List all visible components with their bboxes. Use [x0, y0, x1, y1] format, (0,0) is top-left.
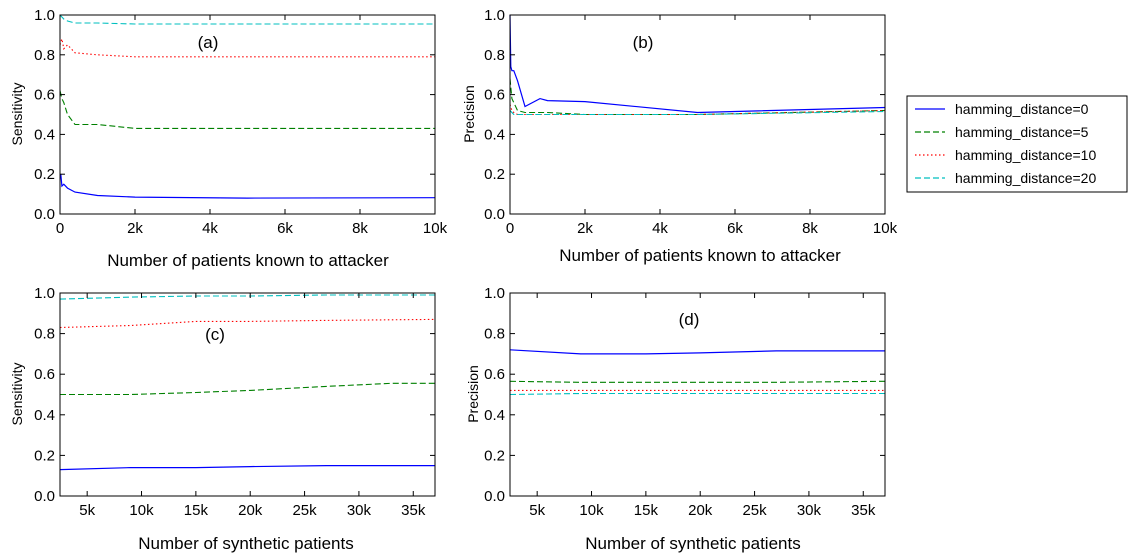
y-tick-label: 0.4 — [34, 407, 55, 424]
legend-entry-label: hamming_distance=5 — [955, 124, 1089, 140]
y-tick-label: 0.4 — [484, 407, 505, 424]
y-tick-label: 0.2 — [484, 447, 505, 464]
x-tick-label: 5k — [79, 502, 95, 519]
y-tick-label: 1.0 — [484, 285, 505, 302]
legend-entry-label: hamming_distance=10 — [955, 147, 1096, 163]
panel-label: (b) — [633, 33, 654, 52]
y-tick-label: 0.6 — [484, 366, 505, 383]
series-line-hamming-distance-5 — [60, 382, 435, 396]
y-tick-label: 0.8 — [484, 326, 505, 343]
x-axis-label: Number of patients known to attacker — [107, 251, 389, 270]
x-tick-label: 30k — [347, 502, 372, 519]
x-axis-label: Number of synthetic patients — [138, 534, 353, 553]
series-line-hamming-distance-10 — [509, 104, 886, 116]
y-axis-label: Sensitivity — [9, 362, 25, 425]
series-line-hamming-distance-20 — [509, 392, 885, 396]
axes-frame — [509, 292, 886, 497]
series-line-hamming-distance-10 — [59, 38, 435, 58]
x-tick-label: 25k — [292, 502, 317, 519]
series-line-hamming-distance-0 — [59, 465, 435, 471]
y-tick-label: 1.0 — [484, 7, 505, 24]
x-tick-label: 4k — [652, 220, 668, 237]
y-tick-label: 0.4 — [484, 126, 505, 143]
panel-label: (a) — [198, 33, 219, 52]
series-line-hamming-distance-5 — [509, 380, 886, 383]
x-axis-label: Number of patients known to attacker — [559, 246, 841, 265]
y-tick-label: 1.0 — [34, 285, 55, 302]
series-line-hamming-distance-0 — [509, 349, 885, 355]
x-tick-label: 20k — [688, 502, 713, 519]
x-tick-label: 8k — [352, 220, 368, 237]
x-tick-label: 10k — [129, 502, 154, 519]
x-tick-label: 25k — [742, 502, 767, 519]
series-line-hamming-distance-0 — [59, 174, 436, 199]
y-tick-label: 0.0 — [484, 206, 505, 223]
x-tick-label: 15k — [184, 502, 209, 519]
y-axis-label: Sensitivity — [9, 82, 25, 145]
x-tick-label: 2k — [127, 220, 143, 237]
x-tick-label: 30k — [797, 502, 822, 519]
x-tick-label: 8k — [802, 220, 818, 237]
y-axis-label: Precision — [461, 85, 477, 143]
y-tick-label: 0.6 — [34, 366, 55, 383]
y-tick-label: 0.0 — [484, 488, 505, 505]
y-tick-label: 0.0 — [34, 488, 55, 505]
chart-panels: 0.0 0.2 0.4 0.6 0.8 1.0 0 2k 4k 6k 8k 10k Number of … — [9, 7, 898, 553]
y-tick-label: 0.8 — [34, 326, 55, 343]
series-line-hamming-distance-20 — [59, 14, 435, 25]
axes-frame — [59, 292, 436, 497]
y-tick-label: 0.4 — [34, 126, 55, 143]
y-tick-label: 0.6 — [484, 87, 505, 104]
panel-label: (d) — [679, 310, 700, 329]
legend: hamming_distance=0 hamming_distance=5hamm… — [906, 95, 1128, 193]
y-tick-label: 0.2 — [34, 166, 55, 183]
x-tick-label: 15k — [634, 502, 659, 519]
x-tick-label: 0 — [506, 220, 514, 237]
panel-label: (c) — [205, 325, 225, 344]
y-tick-label: 0.2 — [34, 447, 55, 464]
chart-panel-b: 0.0 0.2 0.4 0.6 0.8 1.0 0 2k 4k 6k 8k 10k Number of … — [461, 7, 898, 265]
y-tick-label: 0.8 — [484, 47, 505, 64]
legend-entry-label: hamming_distance=20 — [955, 170, 1096, 186]
y-tick-label: 0.2 — [484, 166, 505, 183]
series-line-hamming-distance-5 — [59, 90, 435, 129]
axes-frame — [59, 14, 436, 215]
x-tick-label: 10k — [873, 220, 898, 237]
series-line-hamming-distance-20 — [59, 294, 435, 300]
x-axis-label: Number of synthetic patients — [585, 534, 800, 553]
chart-panel-c: 0.0 0.2 0.4 0.6 0.8 1.0 5k 10k 15k 20k 25k 30k 35k Nu… — [9, 285, 436, 553]
legend-entry-label: hamming_distance=0 — [955, 101, 1089, 117]
axes-frame — [509, 14, 886, 215]
y-tick-label: 0.0 — [34, 206, 55, 223]
x-tick-label: 2k — [577, 220, 593, 237]
x-tick-label: 5k — [529, 502, 545, 519]
series-line-hamming-distance-0 — [509, 14, 886, 114]
y-tick-label: 1.0 — [34, 7, 55, 24]
x-tick-label: 4k — [202, 220, 218, 237]
series-line-hamming-distance-5 — [509, 78, 886, 116]
x-tick-label: 10k — [579, 502, 604, 519]
x-tick-label: 6k — [277, 220, 293, 237]
y-tick-label: 0.8 — [34, 47, 55, 64]
x-tick-label: 6k — [727, 220, 743, 237]
y-axis-label: Precision — [465, 365, 481, 423]
chart-panel-d: 0.0 0.2 0.4 0.6 0.8 1.0 5k 10k 15k 20k 25k 30k 35k Nu… — [465, 285, 886, 553]
chart-panel-a: 0.0 0.2 0.4 0.6 0.8 1.0 0 2k 4k 6k 8k 10k Number of … — [9, 7, 448, 270]
x-tick-label: 35k — [401, 502, 426, 519]
x-tick-label: 0 — [56, 220, 64, 237]
series-line-hamming-distance-10 — [59, 318, 436, 329]
series-line-hamming-distance-20 — [509, 110, 886, 116]
x-tick-label: 10k — [423, 220, 448, 237]
y-tick-label: 0.6 — [34, 87, 55, 104]
x-tick-label: 35k — [851, 502, 876, 519]
x-tick-label: 20k — [238, 502, 263, 519]
legend-frame — [906, 95, 1128, 193]
